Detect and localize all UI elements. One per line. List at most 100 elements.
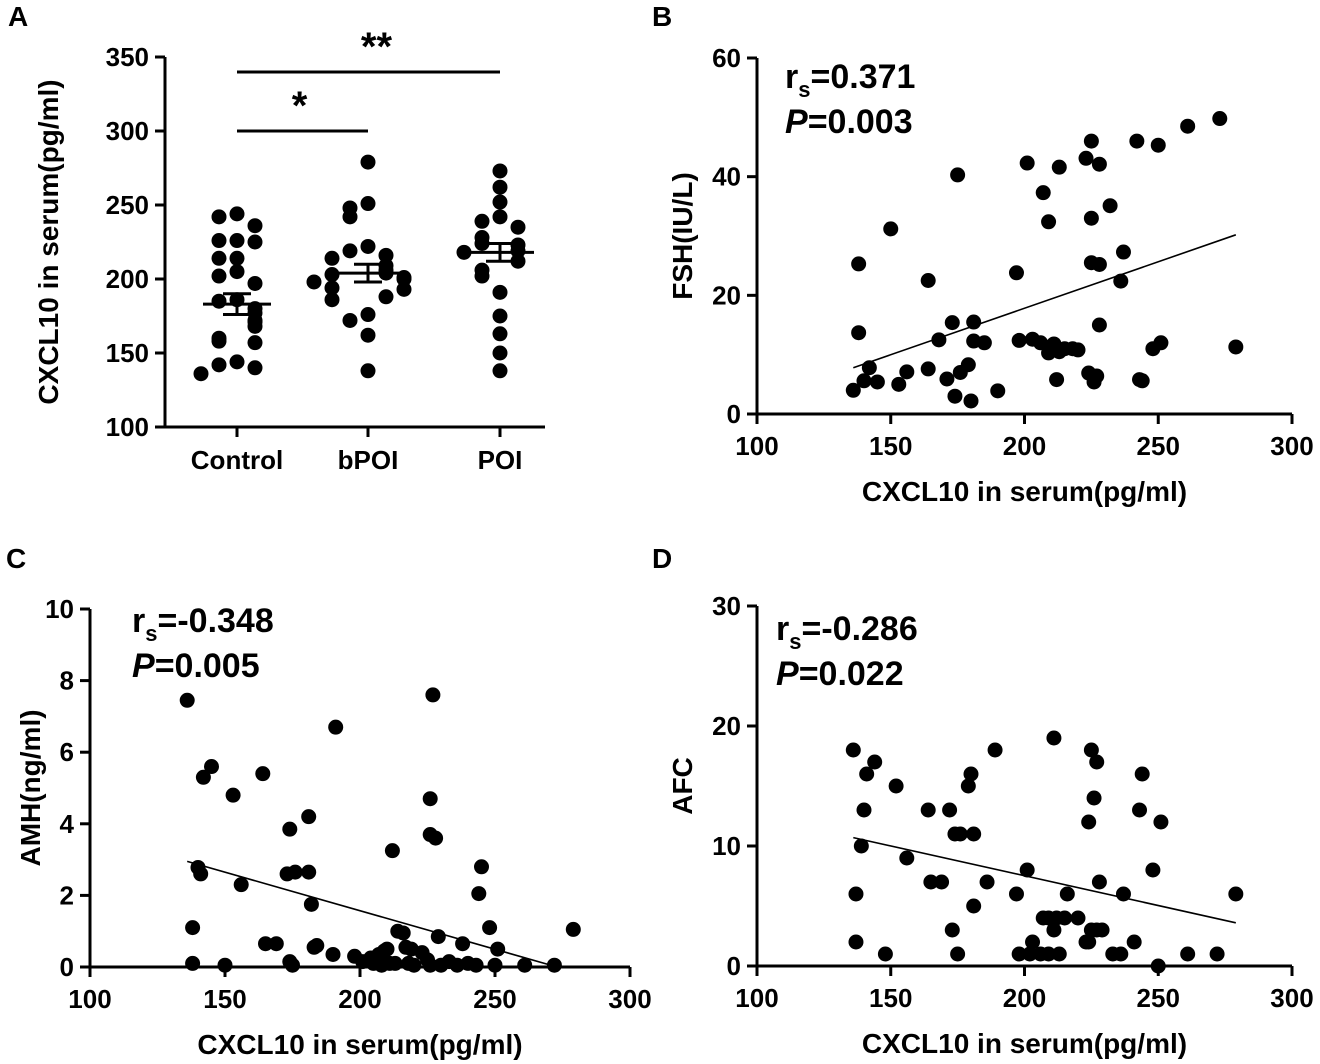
data-point [324, 267, 340, 283]
data-point [848, 934, 864, 950]
r-symbol: r [776, 610, 789, 648]
p-number: =0.022 [799, 655, 904, 693]
panel-d: D 0 10 20 30 AFC 100 150 200 250 300 CXCL10 in seru… [652, 543, 1314, 1059]
data-point [422, 957, 438, 973]
data-point [877, 946, 893, 962]
data-point [1051, 946, 1067, 962]
y-tick-label: 60 [712, 43, 741, 73]
r-subscript: s [789, 629, 801, 654]
r-symbol: r [785, 58, 798, 96]
x-tick-label: 250 [1137, 431, 1180, 461]
data-point [1035, 185, 1051, 201]
data-point [217, 957, 233, 973]
data-point [891, 376, 907, 392]
data-point [1008, 265, 1024, 281]
data-point [565, 921, 581, 937]
data-point [1132, 802, 1148, 818]
data-point [342, 209, 358, 225]
data-point [179, 692, 195, 708]
data-point [853, 838, 869, 854]
x-tick-label: 300 [1270, 983, 1313, 1013]
data-point [1089, 754, 1105, 770]
x-tick-label: 300 [608, 984, 651, 1014]
data-point [492, 284, 508, 300]
data-point [1086, 790, 1102, 806]
y-tick-label: 20 [712, 280, 741, 310]
data-point [1059, 886, 1075, 902]
y-tick-label: 10 [45, 594, 74, 624]
x-axis-title: CXCL10 in serum(pg/ml) [862, 1028, 1187, 1059]
x-tick-label: 150 [869, 431, 912, 461]
data-point [1057, 910, 1073, 926]
data-point [1081, 934, 1097, 950]
data-point [845, 742, 861, 758]
data-point [960, 357, 976, 373]
data-point [325, 946, 341, 962]
r-value: =-0.286 [801, 610, 917, 648]
panel-a: A 100 150 200 250 300 350 CXCL10 in serum(pg/ml… [8, 1, 545, 475]
y-tick-label: 300 [106, 116, 149, 146]
data-point [396, 271, 412, 287]
data-point [1025, 934, 1041, 950]
data-point [1180, 118, 1196, 134]
data-point [1129, 133, 1145, 149]
data-point [1094, 922, 1110, 938]
data-point [920, 273, 936, 288]
data-point [859, 766, 875, 782]
data-point [1051, 159, 1067, 175]
data-point [899, 850, 915, 866]
data-point [360, 363, 376, 379]
data-point [468, 957, 484, 973]
data-point [247, 318, 263, 334]
y-tick-label: 6 [60, 737, 74, 767]
x-category-label: Control [191, 445, 283, 475]
x-tick-label: 150 [203, 984, 246, 1014]
data-point [211, 357, 227, 373]
data-point [1228, 339, 1244, 355]
p-symbol: P [132, 647, 155, 685]
data-point [247, 275, 263, 291]
data-point [233, 877, 249, 893]
data-point [287, 864, 303, 880]
data-point [944, 922, 960, 938]
data-point [856, 802, 872, 818]
p-symbol: P [785, 103, 808, 141]
data-point [920, 802, 936, 818]
data-point [1145, 862, 1161, 878]
data-point [247, 218, 263, 234]
r-subscript: s [798, 77, 810, 102]
data-point [247, 335, 263, 351]
data-point [492, 194, 508, 210]
data-point [976, 335, 992, 351]
data-point [888, 778, 904, 794]
data-point [285, 957, 300, 973]
data-point [950, 946, 966, 962]
x-tick-label: 250 [473, 984, 516, 1014]
data-point [229, 354, 245, 370]
x-tick-label: 200 [338, 984, 381, 1014]
r-value: =0.371 [810, 58, 915, 96]
p-value: P=0.022 [776, 655, 904, 693]
data-point [474, 859, 489, 875]
data-point [856, 373, 872, 389]
data-point [492, 326, 508, 342]
data-point [1070, 910, 1086, 926]
data-point [193, 866, 209, 882]
data-point [1228, 886, 1244, 902]
data-point [1078, 150, 1094, 166]
data-point [360, 154, 376, 170]
data-point [211, 233, 227, 249]
p-value: P=0.003 [785, 103, 913, 141]
p-number: =0.005 [155, 647, 260, 685]
data-point [1019, 155, 1035, 171]
x-tick-label: 300 [1270, 431, 1313, 461]
data-point [1008, 886, 1024, 902]
data-point [492, 179, 508, 195]
data-point [185, 955, 201, 971]
data-point [328, 719, 344, 735]
panel-b: B 0 20 40 60 FSH(IU/L) 100 150 200 250 300 CXCL10 i… [652, 1, 1314, 507]
data-point [931, 332, 947, 348]
data-point [324, 250, 340, 266]
data-point [324, 292, 340, 308]
data-point [378, 289, 394, 305]
